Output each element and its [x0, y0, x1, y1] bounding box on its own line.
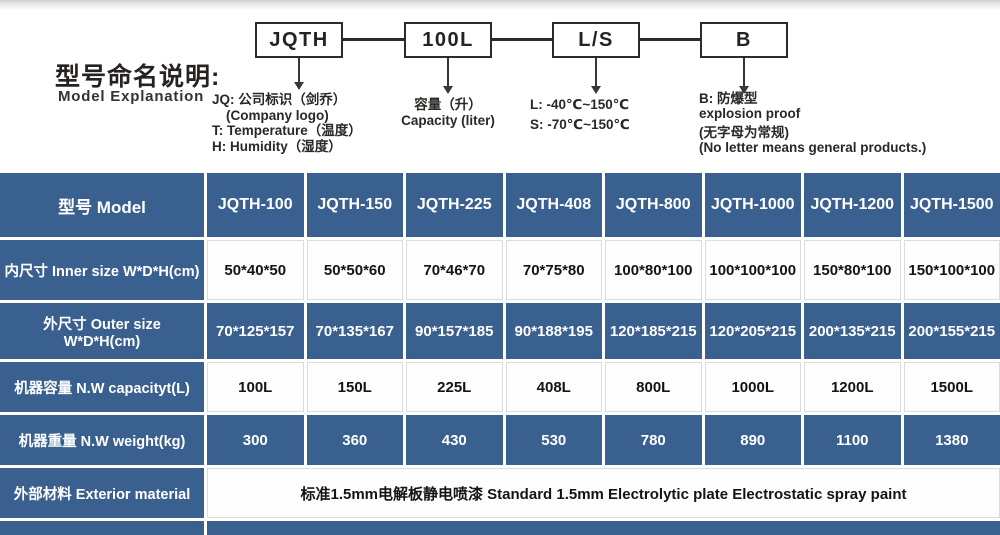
- note-line: (Company logo): [226, 107, 329, 123]
- note-line: explosion proof: [699, 105, 801, 121]
- note-temp-range: L: -40℃~150℃ S: -70℃~150℃: [530, 95, 630, 135]
- spec-value-cell: 1000L: [704, 362, 801, 412]
- spec-value-cell: 150L: [306, 362, 403, 412]
- flow-connector: [343, 38, 404, 41]
- model-box-temp-range: L/S: [552, 22, 640, 58]
- spec-table-wrap: 型号 Model JQTH-100 JQTH-150 JQTH-225 JQTH…: [0, 170, 1000, 535]
- spec-value-cell: 408L: [505, 362, 602, 412]
- model-box-jqth: JQTH: [255, 22, 343, 58]
- material-merged-cell: 标准1.5mm电解板静电喷漆 Standard 1.5mm Electrolyt…: [207, 468, 1000, 518]
- note-line: T: Temperature（温度）: [212, 123, 362, 138]
- note-line: 容量（升）: [414, 97, 482, 112]
- spec-value-cell: 300: [207, 415, 304, 465]
- model-column-header: JQTH-100: [207, 173, 304, 237]
- spec-value-cell: 1200L: [804, 362, 901, 412]
- spec-value-cell: 200*135*215: [804, 303, 901, 359]
- spec-value-cell: 70*125*157: [207, 303, 304, 359]
- spec-value-cell: 1500L: [903, 362, 1000, 412]
- spec-value-cell: 90*157*185: [406, 303, 503, 359]
- model-box-capacity: 100L: [404, 22, 492, 58]
- spec-value-cell: 890: [704, 415, 801, 465]
- table-row-inner-size: 内尺寸 Inner size W*D*H(cm) 50*40*50 50*50*…: [0, 240, 1000, 300]
- spec-value-cell: 430: [406, 415, 503, 465]
- spec-value-cell: 150*100*100: [903, 240, 1000, 300]
- spec-value-cell: 1380: [903, 415, 1000, 465]
- table-row-outer-size: 外尺寸 Outer size W*D*H(cm) 70*125*157 70*1…: [0, 303, 1000, 359]
- top-gradient-band: [0, 0, 1000, 10]
- spec-value-cell: 800L: [605, 362, 702, 412]
- spec-value-cell: 120*185*215: [605, 303, 702, 359]
- note-line: JQ: 公司标识（剑乔）: [212, 92, 347, 107]
- model-column-header: JQTH-800: [605, 173, 702, 237]
- spec-value-cell: 1100: [804, 415, 901, 465]
- row-label: 机器容量 N.W capacityt(L): [0, 362, 204, 412]
- spec-value-cell: 100L: [207, 362, 304, 412]
- note-line: H: Humidity（湿度）: [212, 138, 342, 154]
- model-column-header: JQTH-225: [406, 173, 503, 237]
- spec-value-cell: 70*75*80: [505, 240, 602, 300]
- table-header-row: 型号 Model JQTH-100 JQTH-150 JQTH-225 JQTH…: [0, 173, 1000, 237]
- spec-value-cell: 780: [605, 415, 702, 465]
- spec-value-cell: 150*80*100: [804, 240, 901, 300]
- note-line: B: 防爆型: [699, 91, 758, 106]
- note-jqth: JQ: 公司标识（剑乔） (Company logo) T: Temperatu…: [212, 92, 362, 154]
- table-row-partial: [0, 521, 1000, 535]
- row-label: 外尺寸 Outer size W*D*H(cm): [0, 303, 204, 359]
- spec-value-cell: 360: [306, 415, 403, 465]
- note-capacity: 容量（升） Capacity (liter): [383, 97, 513, 129]
- flow-connector: [492, 38, 552, 41]
- spec-table: 型号 Model JQTH-100 JQTH-150 JQTH-225 JQTH…: [0, 170, 1000, 535]
- row-label: [0, 521, 204, 535]
- model-column-header: JQTH-1500: [903, 173, 1000, 237]
- spec-value-cell: 50*50*60: [306, 240, 403, 300]
- row-label: 内尺寸 Inner size W*D*H(cm): [0, 240, 204, 300]
- corner-header: 型号 Model: [0, 173, 204, 237]
- diagram-title-zh: 型号命名说明:: [55, 63, 221, 91]
- spec-value-cell: 70*46*70: [406, 240, 503, 300]
- model-column-header: JQTH-1200: [804, 173, 901, 237]
- spec-value-cell: 225L: [406, 362, 503, 412]
- model-column-header: JQTH-1000: [704, 173, 801, 237]
- model-column-header: JQTH-150: [306, 173, 403, 237]
- note-line: (无字母为常规): [699, 125, 789, 140]
- spec-value-cell: [207, 521, 1000, 535]
- note-explosion: B: 防爆型 explosion proof (无字母为常规) (No lett…: [699, 91, 927, 155]
- note-line: Capacity (liter): [401, 113, 495, 128]
- model-column-header: JQTH-408: [505, 173, 602, 237]
- flow-connector: [640, 38, 700, 41]
- table-row-capacity: 机器容量 N.W capacityt(L) 100L 150L 225L 408…: [0, 362, 1000, 412]
- spec-value-cell: 100*100*100: [704, 240, 801, 300]
- note-line: (No letter means general products.): [699, 139, 927, 155]
- spec-value-cell: 100*80*100: [605, 240, 702, 300]
- spec-value-cell: 200*155*215: [903, 303, 1000, 359]
- spec-value-cell: 70*135*167: [306, 303, 403, 359]
- note-line: L: -40℃~150℃: [530, 97, 630, 112]
- note-line: S: -70℃~150℃: [530, 117, 630, 132]
- spec-value-cell: 90*188*195: [505, 303, 602, 359]
- table-row-material: 外部材料 Exterior material 标准1.5mm电解板静电喷漆 St…: [0, 468, 1000, 518]
- spec-value-cell: 50*40*50: [207, 240, 304, 300]
- spec-value-cell: 120*205*215: [704, 303, 801, 359]
- row-label: 外部材料 Exterior material: [0, 468, 204, 518]
- diagram-title-en: Model Explanation: [58, 88, 205, 105]
- row-label: 机器重量 N.W weight(kg): [0, 415, 204, 465]
- table-row-weight: 机器重量 N.W weight(kg) 300 360 430 530 780 …: [0, 415, 1000, 465]
- model-box-explosion: B: [700, 22, 788, 58]
- spec-value-cell: 530: [505, 415, 602, 465]
